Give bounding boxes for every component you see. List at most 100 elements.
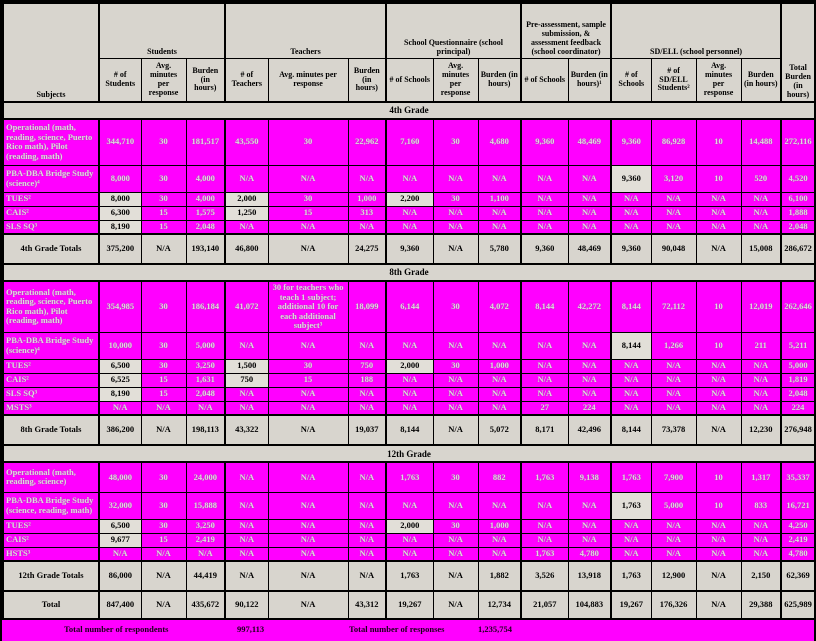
cell: 2,048: [780, 219, 816, 235]
totals-cell: 12,230: [740, 414, 782, 447]
respondents-value: 997,113: [237, 624, 265, 635]
cell: 1,266: [650, 331, 697, 360]
total-burden-header: Total Burden (in hours): [780, 2, 816, 103]
grand-total-row: Total 847,400 N/A 435,672 90,122 N/A 43,312 19,…: [2, 590, 816, 621]
cell: N/A: [567, 219, 612, 235]
grand-total-cell: 847,400: [98, 590, 142, 621]
cell: N/A: [432, 164, 479, 193]
cell: 1,763: [385, 461, 434, 493]
totals-cell: N/A: [140, 560, 187, 593]
totals-cell: N/A: [140, 233, 187, 265]
cell: 30: [140, 461, 187, 493]
totals-cell: N/A: [267, 560, 349, 593]
cell: 750: [347, 358, 387, 374]
col-header: Burden (in hours): [740, 58, 782, 103]
cell: N/A: [224, 546, 269, 562]
totals-cell: 19,037: [347, 414, 387, 447]
section-header-row: 4th Grade: [2, 101, 816, 120]
cell: N/A: [385, 219, 434, 235]
cell: N/A: [477, 164, 522, 193]
totals-cell: 5,780: [477, 233, 522, 265]
cell: N/A: [610, 546, 652, 562]
totals-cell: 1,882: [477, 560, 522, 593]
cell: 35,337: [780, 461, 816, 493]
cell: 24,000: [185, 461, 226, 493]
totals-cell: N/A: [432, 233, 479, 265]
cell: N/A: [610, 400, 652, 416]
cell: N/A: [650, 518, 697, 534]
table-row: TUES² 6,500 30 3,250 N/A N/A N/A 2,000 30 1,000 N/…: [2, 518, 816, 534]
cell: N/A: [385, 532, 434, 548]
col-header: Burden (in hours)¹: [567, 58, 612, 103]
cell: N/A: [567, 491, 612, 520]
cell: 2,000: [385, 518, 434, 534]
totals-cell: 86,000: [98, 560, 142, 593]
cell: N/A: [695, 532, 742, 548]
cell: 181,517: [185, 118, 226, 166]
totals-cell: 5,072: [477, 414, 522, 447]
cell: N/A: [224, 491, 269, 520]
cell: N/A: [695, 372, 742, 388]
cell: N/A: [385, 372, 434, 388]
totals-cell: 276,948: [780, 414, 816, 447]
cell: N/A: [477, 331, 522, 360]
cell: 30: [140, 518, 187, 534]
cell: 30: [267, 358, 349, 374]
cell: 2,200: [385, 191, 434, 207]
cell: N/A: [610, 219, 652, 235]
cell: N/A: [650, 191, 697, 207]
cell: N/A: [432, 491, 479, 520]
cell: N/A: [520, 219, 569, 235]
totals-cell: 1,763: [385, 560, 434, 593]
cell: 14,488: [740, 118, 782, 166]
cell: 1,100: [477, 191, 522, 207]
cell: 9,677: [98, 532, 142, 548]
cell: N/A: [347, 400, 387, 416]
cell: 9,360: [610, 164, 652, 193]
cell: 6,100: [780, 191, 816, 207]
totals-cell: 2,150: [740, 560, 782, 593]
cell: 30: [432, 280, 479, 333]
cell: 1,575: [185, 205, 226, 221]
cell: 22,962: [347, 118, 387, 166]
cell: 10: [695, 280, 742, 333]
grand-total-cell: 104,883: [567, 590, 612, 621]
section-header-row: 12th Grade: [2, 444, 816, 464]
cell: 2,000: [224, 191, 269, 207]
cell: N/A: [267, 518, 349, 534]
cell: N/A: [267, 164, 349, 193]
cell: N/A: [432, 372, 479, 388]
cell: N/A: [650, 372, 697, 388]
cell: 4,000: [185, 191, 226, 207]
cell: N/A: [347, 331, 387, 360]
cell: 30: [432, 118, 479, 166]
totals-cell: 8,171: [520, 414, 569, 447]
group-header: Pre-assessment, sample submission, & ass…: [520, 2, 612, 59]
totals-cell: 9,360: [520, 233, 569, 265]
cell: 5,000: [780, 358, 816, 374]
row-label: Operational (math, reading, science, Pue…: [2, 118, 100, 166]
cell: N/A: [695, 358, 742, 374]
cell: N/A: [520, 532, 569, 548]
cell: N/A: [695, 191, 742, 207]
row-label: PBA-DBA Bridge Study (science, reading, …: [2, 491, 100, 520]
cell: N/A: [520, 491, 569, 520]
cell: 8,190: [98, 386, 142, 402]
cell: N/A: [224, 219, 269, 235]
table-row: CAIS² 9,677 15 2,419 N/A N/A N/A N/A N/A N/A N/A N/…: [2, 532, 816, 548]
respondents-label: Total number of respondents: [64, 624, 169, 635]
cell: N/A: [520, 191, 569, 207]
cell: N/A: [740, 386, 782, 402]
cell: 750: [224, 372, 269, 388]
cell: N/A: [520, 331, 569, 360]
row-label: Operational (math, reading, science, Pue…: [2, 280, 100, 333]
cell: 8,144: [610, 331, 652, 360]
grand-total-cell: 12,734: [477, 590, 522, 621]
cell: N/A: [224, 532, 269, 548]
cell: N/A: [347, 219, 387, 235]
totals-cell: 8,144: [610, 414, 652, 447]
cell: 3,250: [185, 518, 226, 534]
grand-total-cell: 43,312: [347, 590, 387, 621]
cell: 1,000: [477, 358, 522, 374]
